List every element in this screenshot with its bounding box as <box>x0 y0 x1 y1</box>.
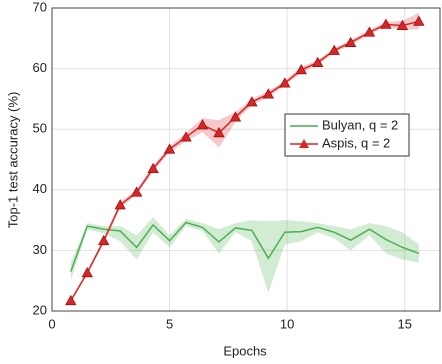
y-tick-label: 40 <box>33 181 47 196</box>
marker <box>163 143 176 154</box>
y-tick-label: 50 <box>33 121 47 136</box>
y-tick-label: 30 <box>33 242 47 257</box>
marker <box>363 26 376 37</box>
marker <box>396 19 409 30</box>
series-line <box>70 20 420 302</box>
y-tick-label: 60 <box>33 60 47 75</box>
marker <box>114 199 126 210</box>
marker <box>279 77 291 88</box>
y-tick-label: 20 <box>33 302 47 317</box>
x-tick-label: 10 <box>280 316 294 331</box>
x-tick-label: 15 <box>397 316 411 331</box>
y-tick-label: 70 <box>33 0 47 14</box>
marker <box>196 119 209 130</box>
marker <box>147 162 159 173</box>
y-axis-label: Top-1 test accuracy (%) <box>5 92 20 229</box>
marker <box>262 88 275 99</box>
x-tick-label: 5 <box>166 316 173 331</box>
marker <box>81 266 93 278</box>
marker <box>180 131 192 142</box>
x-axis-label: Epochs <box>223 343 267 358</box>
legend-marker <box>299 139 309 148</box>
legend-box <box>284 113 410 157</box>
marker <box>312 56 324 67</box>
plot-frame <box>51 7 441 312</box>
marker <box>213 127 225 138</box>
legend-label: Bulyan, q = 2 <box>322 117 398 132</box>
marker <box>380 18 392 29</box>
x-tick-label: 0 <box>48 316 55 331</box>
marker <box>344 36 357 47</box>
marker <box>229 111 242 122</box>
legend-label: Aspis, q = 2 <box>322 135 390 150</box>
series-line <box>70 221 420 272</box>
marker <box>246 96 258 107</box>
marker <box>328 44 340 55</box>
marker <box>98 234 110 246</box>
marker <box>65 294 77 306</box>
marker <box>295 63 307 75</box>
confidence-band <box>70 12 419 302</box>
legend: Bulyan, q = 2 Aspis, q = 2 <box>284 113 410 157</box>
marker <box>413 15 425 26</box>
confidence-band <box>70 217 419 293</box>
marker <box>130 186 143 197</box>
